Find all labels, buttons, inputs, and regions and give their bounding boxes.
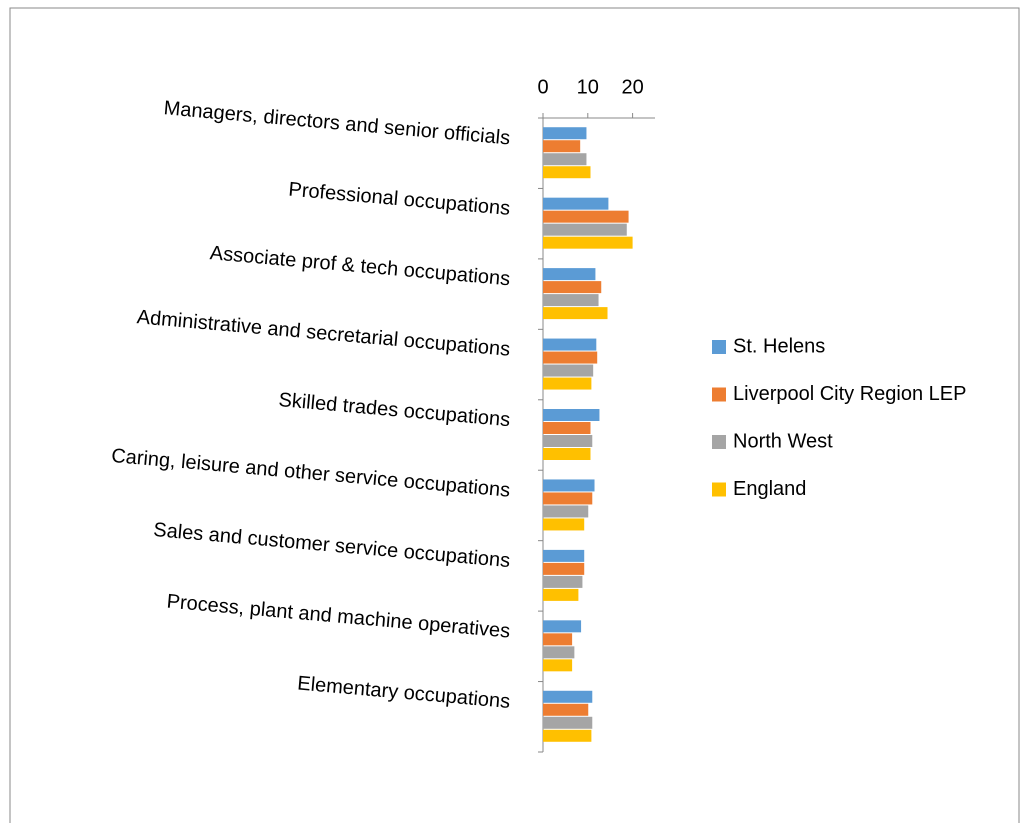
legend-label: England (733, 478, 806, 500)
y-tick-label: Process, plant and machine operatives (166, 591, 511, 643)
bar (543, 377, 592, 390)
y-tick-label: Professional occupations (288, 179, 511, 220)
bar (543, 294, 599, 307)
bar (543, 409, 600, 421)
bar (543, 549, 585, 562)
y-tick-label: Sales and customer service occupations (152, 519, 511, 572)
bar (543, 729, 592, 742)
bar (543, 338, 597, 351)
y-tick-label: Caring, leisure and other service occupa… (110, 445, 511, 502)
legend-swatch (712, 482, 726, 497)
bar (543, 479, 595, 492)
bar (543, 153, 587, 166)
legend-swatch (712, 387, 726, 402)
legend-label: North West (733, 430, 833, 452)
bar (543, 351, 598, 364)
legend-label: St. Helens (733, 335, 825, 357)
bar (543, 236, 633, 249)
y-tick-label: Managers, directors and senior officials (163, 97, 511, 149)
bar (543, 588, 579, 601)
bar (543, 210, 629, 223)
bar (543, 505, 589, 518)
bar (543, 646, 575, 659)
bar (543, 633, 573, 646)
x-tick-label: 20 (621, 76, 643, 98)
bar (543, 690, 593, 703)
bar (543, 492, 593, 505)
x-tick-label: 10 (577, 76, 599, 98)
bar (543, 435, 593, 447)
bar (543, 448, 591, 460)
y-tick-label: Skilled trades occupations (278, 389, 511, 431)
bar (543, 281, 602, 294)
legend-swatch (712, 340, 726, 354)
bar (543, 268, 596, 281)
bar (543, 197, 609, 210)
bar (543, 575, 583, 588)
bar (543, 518, 585, 531)
bar (543, 659, 573, 672)
y-tick-label: Administrative and secretarial occupatio… (136, 306, 511, 361)
bar (543, 166, 591, 179)
legend-swatch (712, 435, 726, 449)
bar (543, 307, 608, 320)
bar (543, 716, 593, 729)
bar (543, 223, 627, 236)
chart-frame (9, 7, 1020, 823)
bar (543, 620, 582, 633)
bar (543, 562, 585, 575)
bar (543, 703, 589, 716)
y-tick-label: Associate prof & tech occupations (209, 242, 511, 290)
bar (543, 127, 587, 140)
legend-label: Liverpool City Region LEP (733, 383, 966, 405)
y-tick-label: Elementary occupations (296, 672, 511, 713)
bar (543, 422, 591, 434)
bar (543, 364, 594, 377)
x-tick-label: 0 (537, 76, 548, 98)
bar (543, 140, 581, 153)
